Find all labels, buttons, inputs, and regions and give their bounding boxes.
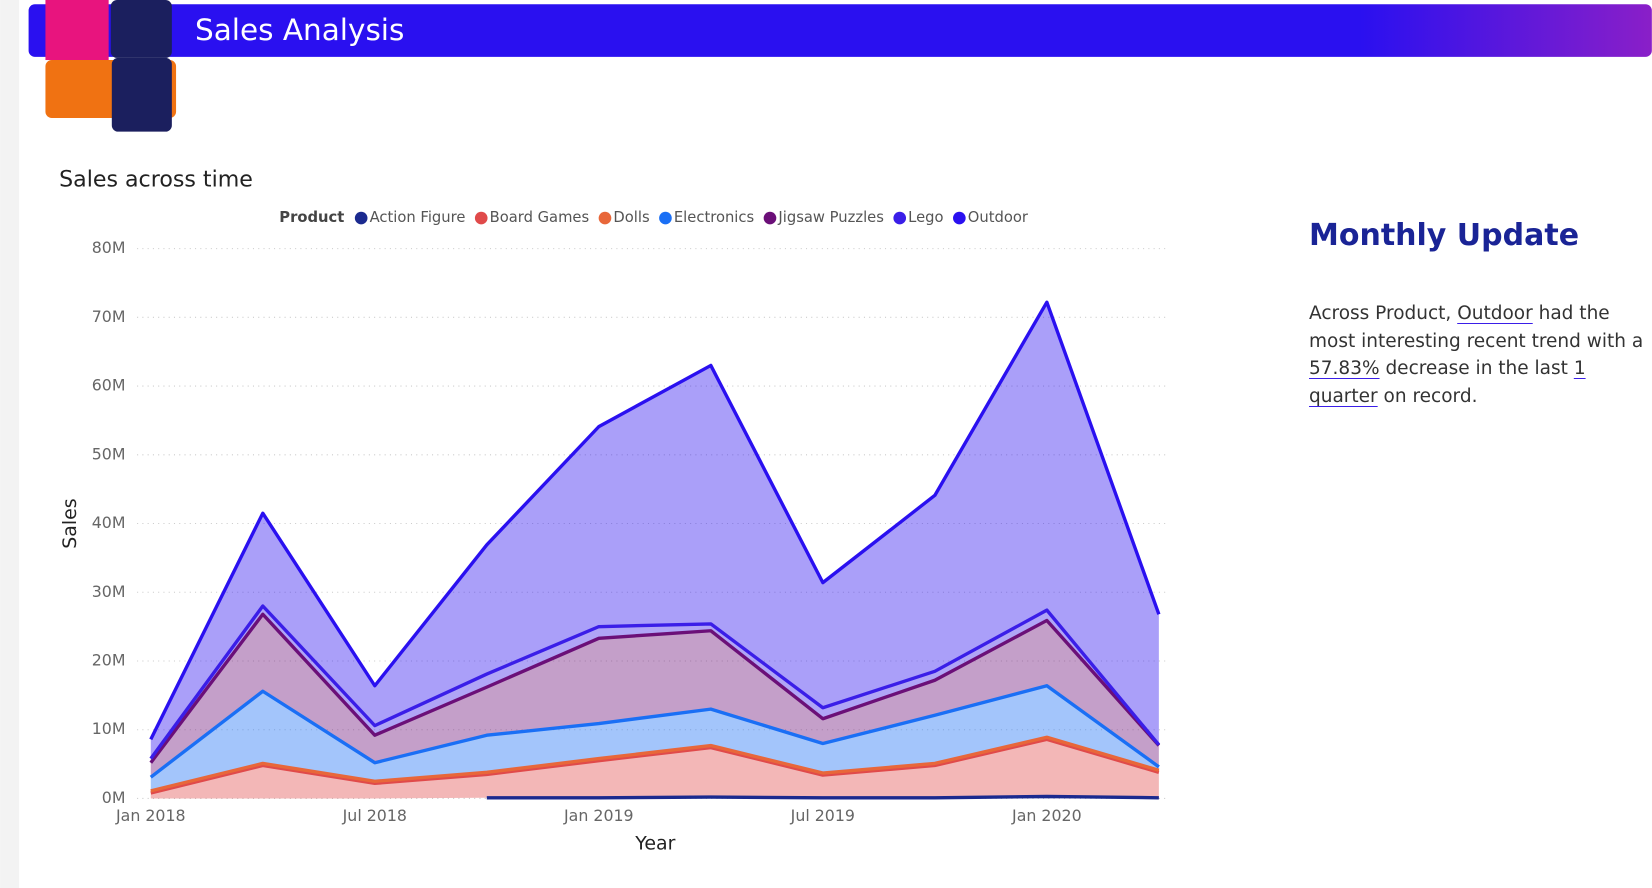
area-line [149,604,1161,760]
legend-swatch [354,211,368,225]
legend-label: Lego [908,209,943,226]
x-tick-label: Jan 2018 [115,806,186,825]
narrative-highlight: Outdoor [1457,303,1533,324]
area-line [150,737,1160,795]
narrative-highlight: 1 [1573,358,1586,379]
legend-label: Board Games [490,209,590,226]
x-tick-label: Jan 2020 [1011,806,1082,825]
y-tick-label: 70M [92,307,126,326]
narrative-text: on record. [1383,385,1478,407]
y-tick-label: 40M [92,513,126,532]
logo-block [45,0,109,61]
narrative-highlight: 57.83% [1309,358,1380,379]
y-tick-label: 80M [92,238,126,257]
narrative-text: had the most interesting recent trend wi… [1309,303,1644,352]
area-line [149,684,1160,779]
narrative-text: decrease in the last [1385,358,1568,379]
y-tick-label: 0M [102,788,126,807]
header-title: Sales Analysis [195,13,404,47]
narrative: Across Product, Outdoor had the most int… [1309,300,1649,410]
page-edge [0,0,20,888]
legend-label: Dolls [613,209,649,226]
legend-label: Jigsaw Puzzles [777,209,884,226]
narrative-highlight: quarter [1309,385,1378,407]
x-axis-label: Year [634,832,675,854]
x-tick-label: Jul 2019 [790,806,855,825]
legend-swatch [953,211,966,225]
x-tick-label: Jan 2019 [563,806,634,825]
area-fill [150,302,1159,759]
legend: Product Action Figure Board Games Dolls Elec… [279,209,1029,226]
logo-block [111,57,172,132]
legend-swatch [598,211,612,225]
area-line [150,735,1160,793]
legend-title: Product [279,209,344,226]
area-fill [150,739,1159,799]
logo-block [110,0,172,58]
legend-label: Electronics [674,209,754,226]
narrative-text: Across Product, [1309,303,1452,324]
y-tick-label: 50M [92,444,126,463]
y-tick-label: 10M [92,719,126,738]
y-tick-label: 60M [92,376,126,395]
legend-swatch [474,211,488,225]
legend-swatch [659,211,672,225]
legend-label: Outdoor [968,209,1029,226]
legend-label: Action Figure [370,209,466,226]
area-fill [150,614,1159,778]
y-tick-label: 30M [92,582,126,601]
area-line [149,612,1161,764]
y-tick-label: 20M [92,650,126,669]
y-axis-label: Sales [59,498,81,548]
legend-swatch [893,211,907,225]
chart-title: Sales across time [59,167,253,193]
area-line [486,794,1159,800]
narrative-title: Monthly Update [1309,218,1580,253]
legend-swatch [763,211,777,225]
header-bar [28,4,1652,57]
x-tick-label: Jul 2018 [342,806,407,825]
area-line [149,300,1161,741]
